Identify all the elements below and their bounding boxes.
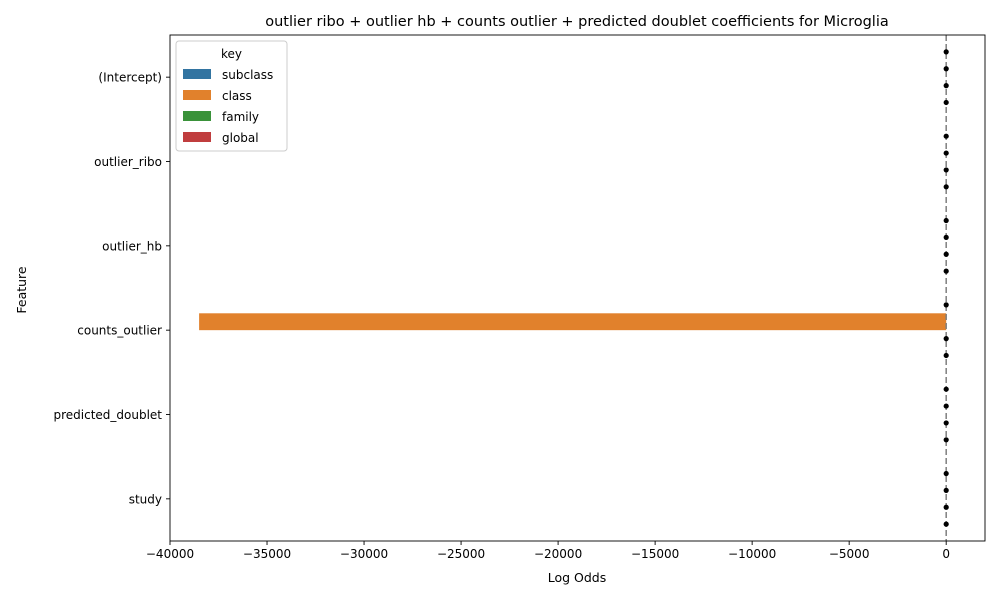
x-tick-label: −20000 — [534, 547, 582, 561]
point-global-study — [943, 521, 949, 527]
point-global-(Intercept) — [943, 99, 949, 106]
axes-frame — [169, 34, 986, 542]
point-subclass-outlier_ribo — [943, 133, 949, 139]
y-tick-label: outlier_hb — [102, 239, 162, 253]
legend-label-subclass: subclass — [222, 68, 273, 82]
point-global-outlier_ribo — [943, 184, 949, 190]
legend-label-class: class — [222, 89, 252, 103]
x-tick-label: −10000 — [728, 547, 776, 561]
point-family-counts_outlier — [943, 336, 949, 342]
point-subclass-predicted_doublet — [943, 386, 949, 392]
chart-title: outlier ribo + outlier hb + counts outli… — [265, 14, 888, 30]
y-tick-label: predicted_doublet — [53, 408, 162, 422]
legend-label-global: global — [222, 131, 259, 145]
x-tick-label: −40000 — [146, 547, 194, 561]
x-tick-label: 0 — [942, 547, 950, 561]
point-family-outlier_hb — [943, 251, 949, 257]
y-tick-label: counts_outlier — [77, 324, 162, 338]
point-class-(Intercept) — [943, 66, 949, 72]
point-family-outlier_ribo — [943, 167, 949, 173]
point-global-counts_outlier — [943, 352, 949, 359]
point-global-predicted_doublet — [943, 437, 949, 443]
point-subclass-outlier_hb — [943, 217, 949, 224]
point-class-predicted_doublet — [943, 403, 949, 409]
plot-area — [199, 35, 949, 541]
x-tick-label: −5000 — [829, 547, 870, 561]
axes: −40000 −35000 −30000 −25000 −20000 −15000 −100… — [53, 34, 986, 561]
point-class-outlier_ribo — [943, 150, 949, 156]
legend-swatch-class — [183, 90, 211, 100]
legend-swatch-global — [183, 132, 211, 142]
point-subclass-study — [943, 470, 949, 477]
point-class-study — [943, 487, 949, 493]
point-global-outlier_hb — [943, 268, 949, 274]
x-axis-label: Log Odds — [548, 570, 607, 585]
x-tick-label: −25000 — [437, 547, 485, 561]
legend-swatch-subclass — [183, 69, 211, 79]
y-tick-label: (Intercept) — [98, 71, 162, 85]
bar-class-counts_outlier — [199, 313, 947, 331]
point-family-predicted_doublet — [943, 420, 949, 426]
point-family-study — [943, 504, 949, 510]
x-tick-label: −15000 — [631, 547, 679, 561]
point-subclass-(Intercept) — [943, 49, 949, 55]
legend-swatch-family — [183, 111, 211, 121]
y-tick-label: outlier_ribo — [94, 155, 162, 169]
legend-label-family: family — [222, 110, 259, 124]
legend-box — [175, 40, 288, 152]
point-class-outlier_hb — [943, 234, 949, 240]
point-subclass-counts_outlier — [943, 302, 949, 308]
legend: key subclass class family global — [175, 40, 288, 152]
legend-title: key — [221, 47, 242, 61]
x-tick-label: −30000 — [340, 547, 388, 561]
y-tick-label: study — [129, 492, 162, 506]
y-axis-label: Feature — [14, 266, 29, 314]
point-family-(Intercept) — [943, 83, 949, 89]
x-tick-label: −35000 — [243, 547, 291, 561]
